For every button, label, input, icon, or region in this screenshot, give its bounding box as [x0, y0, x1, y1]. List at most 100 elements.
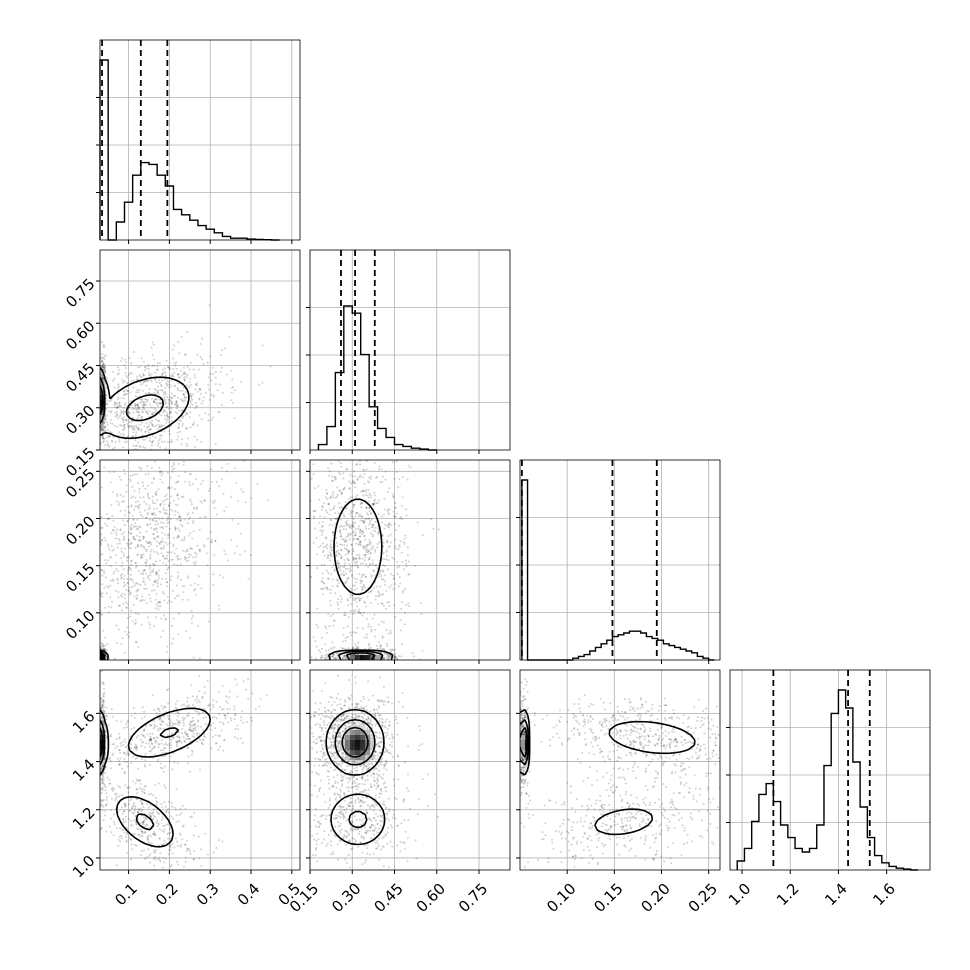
scatter-point	[306, 540, 308, 542]
scatter-point	[196, 506, 199, 509]
scatter-point	[131, 426, 134, 429]
scatter-point	[404, 534, 407, 537]
scatter-point	[119, 594, 122, 597]
scatter-point	[126, 390, 129, 393]
scatter-point	[41, 437, 43, 439]
scatter-point	[62, 475, 64, 477]
scatter-point	[129, 547, 132, 550]
scatter-point	[373, 574, 376, 577]
scatter-point	[230, 391, 233, 394]
scatter-point	[353, 661, 355, 663]
scatter-point	[226, 559, 229, 562]
scatter-point	[315, 623, 318, 626]
scatter-point	[223, 347, 226, 350]
scatter-point	[131, 620, 134, 623]
scatter-point	[155, 493, 158, 496]
scatter-point	[127, 531, 130, 534]
scatter-point	[158, 542, 161, 545]
scatter-point	[155, 381, 158, 384]
scatter-point	[382, 570, 385, 573]
scatter-point	[135, 407, 138, 410]
scatter-point	[178, 740, 181, 743]
scatter-point	[124, 402, 127, 405]
scatter-point	[141, 382, 144, 385]
scatter-point	[145, 530, 148, 533]
scatter-point	[355, 511, 358, 514]
scatter-point	[401, 496, 404, 499]
scatter-point	[221, 661, 223, 663]
scatter-point	[97, 656, 99, 658]
scatter-point	[179, 369, 182, 372]
scatter-point	[165, 651, 168, 654]
scatter-point	[356, 494, 359, 497]
scatter-point	[193, 435, 196, 438]
scatter-point	[98, 742, 100, 744]
scatter-point	[154, 502, 157, 505]
scatter-point	[79, 402, 81, 404]
scatter-point	[168, 521, 171, 524]
scatter-point	[159, 601, 162, 604]
scatter-point	[357, 665, 359, 667]
scatter-point	[137, 407, 140, 410]
scatter-point	[145, 561, 148, 564]
scatter-point	[110, 410, 113, 413]
scatter-point	[363, 535, 366, 538]
scatter-point	[139, 381, 142, 384]
scatter-point	[130, 372, 133, 375]
scatter-point	[368, 492, 371, 495]
scatter-point	[165, 383, 168, 386]
scatter-point	[117, 383, 120, 386]
scatter-point	[200, 402, 203, 405]
scatter-point	[97, 409, 99, 411]
scatter-point	[151, 519, 154, 522]
scatter-point	[348, 549, 351, 552]
scatter-point	[169, 411, 172, 414]
scatter-point	[135, 747, 138, 750]
scatter-point	[186, 550, 189, 553]
scatter-point	[346, 599, 349, 602]
scatter-point	[109, 579, 112, 582]
scatter-point	[166, 414, 169, 417]
scatter-point	[155, 389, 158, 392]
scatter-point	[150, 512, 153, 515]
scatter-point	[155, 616, 158, 619]
scatter-point	[101, 709, 104, 712]
scatter-point	[356, 560, 359, 563]
scatter-point	[169, 501, 172, 504]
scatter-point	[116, 546, 119, 549]
scatter-point	[386, 525, 389, 528]
scatter-point	[319, 529, 322, 532]
scatter-point	[327, 612, 330, 615]
scatter-point	[183, 396, 186, 399]
scatter-point	[369, 541, 372, 544]
scatter-point	[140, 429, 143, 432]
scatter-point	[354, 475, 357, 478]
scatter-point	[171, 441, 174, 444]
scatter-point	[169, 441, 172, 444]
scatter-point	[101, 377, 104, 380]
scatter-point	[198, 690, 201, 693]
contour-line	[337, 650, 384, 660]
scatter-point	[176, 534, 179, 537]
scatter-point	[121, 561, 124, 564]
scatter-point	[343, 654, 346, 657]
scatter-point	[102, 424, 105, 427]
scatter-point	[359, 540, 362, 543]
scatter-point	[102, 363, 105, 366]
scatter-point	[180, 438, 183, 441]
scatter-point	[97, 657, 99, 659]
scatter-point	[360, 502, 363, 505]
scatter-point	[136, 518, 139, 521]
scatter-point	[140, 556, 143, 559]
scatter-point	[155, 401, 158, 404]
scatter-point	[360, 661, 362, 663]
scatter-point	[100, 366, 103, 369]
scatter-point	[131, 452, 133, 454]
scatter-point	[343, 564, 346, 567]
scatter-point	[359, 612, 362, 615]
scatter-point	[91, 553, 93, 555]
scatter-point	[364, 672, 366, 674]
scatter-point	[365, 633, 368, 636]
scatter-point	[125, 418, 128, 421]
scatter-point	[170, 575, 173, 578]
